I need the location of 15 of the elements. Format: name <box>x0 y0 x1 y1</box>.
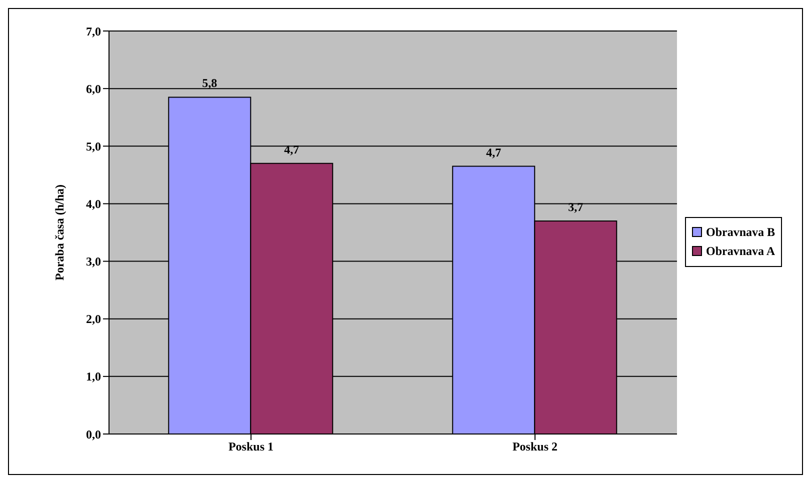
y-tick-label: 6,0 <box>86 82 101 96</box>
legend-label: Obravnava A <box>706 244 775 258</box>
y-tick-label: 0,0 <box>86 427 101 442</box>
y-tick-label: 7,0 <box>86 24 101 38</box>
y-tick-label: 4,0 <box>86 196 101 211</box>
y-axis-title: Poraba časa (h/ha) <box>52 184 66 280</box>
y-tick-label: 3,0 <box>86 254 101 269</box>
legend-label: Obravnava B <box>706 224 775 240</box>
y-tick-label: 2,0 <box>86 312 101 326</box>
data-label: 5,8 <box>202 76 218 90</box>
y-tick-label: 5,0 <box>86 139 101 154</box>
x-tick-label: Poskus 2 <box>512 440 558 454</box>
y-tick-label: 1,0 <box>86 370 101 384</box>
x-tick-label: Poskus 1 <box>228 440 274 454</box>
data-label: 4,7 <box>486 145 502 160</box>
